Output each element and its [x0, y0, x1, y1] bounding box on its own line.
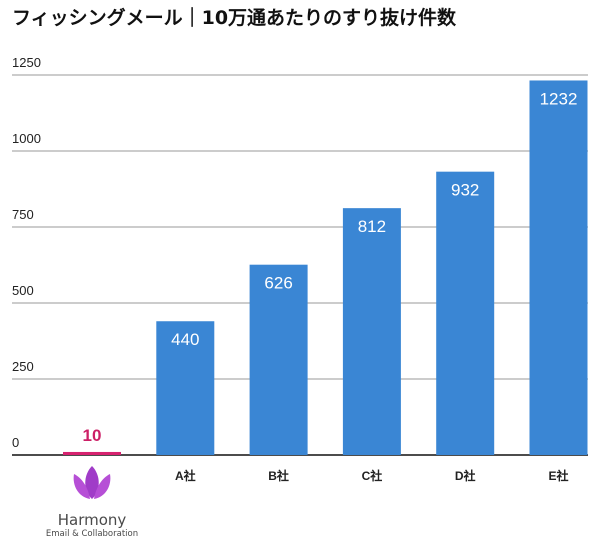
bar-competitor [156, 321, 215, 455]
x-category-label: A社 [175, 468, 196, 483]
logo-name: Harmony [58, 511, 127, 529]
x-category-label: D社 [455, 468, 476, 483]
bar-competitor [436, 171, 495, 455]
y-tick-label: 750 [12, 207, 34, 222]
bar-competitor [529, 80, 588, 456]
bars: 10 440 626 812 932 1232 [63, 80, 588, 456]
y-tick-label: 250 [12, 359, 34, 374]
y-axis-ticks: 0 250 500 750 1000 1250 [12, 55, 41, 450]
bar-value-label: 10 [83, 426, 102, 445]
chart-title: フィッシングメール｜10万通あたりのすり抜け件数 [12, 6, 457, 29]
bar-value-label: 932 [451, 181, 479, 200]
bar-value-label: 440 [171, 330, 199, 349]
lotus-icon [73, 466, 111, 499]
y-tick-label: 1250 [12, 55, 41, 70]
bar-competitor [342, 208, 401, 455]
logo-tagline: Email & Collaboration [46, 529, 138, 538]
bar-value-label: 1232 [540, 89, 578, 108]
bar-competitor [249, 264, 308, 455]
y-tick-label: 1000 [12, 131, 41, 146]
y-tick-label: 0 [12, 435, 19, 450]
harmony-logo: Harmony Email & Collaboration [46, 466, 138, 538]
y-tick-label: 500 [12, 283, 34, 298]
bar-value-label: 626 [264, 274, 292, 293]
x-category-label: C社 [362, 468, 383, 483]
x-category-label: B社 [268, 468, 289, 483]
x-category-label: E社 [548, 468, 568, 483]
bar-harmony [63, 451, 121, 455]
bar-value-label: 812 [358, 217, 386, 236]
x-axis-labels: A社 B社 C社 D社 E社 [175, 468, 569, 483]
